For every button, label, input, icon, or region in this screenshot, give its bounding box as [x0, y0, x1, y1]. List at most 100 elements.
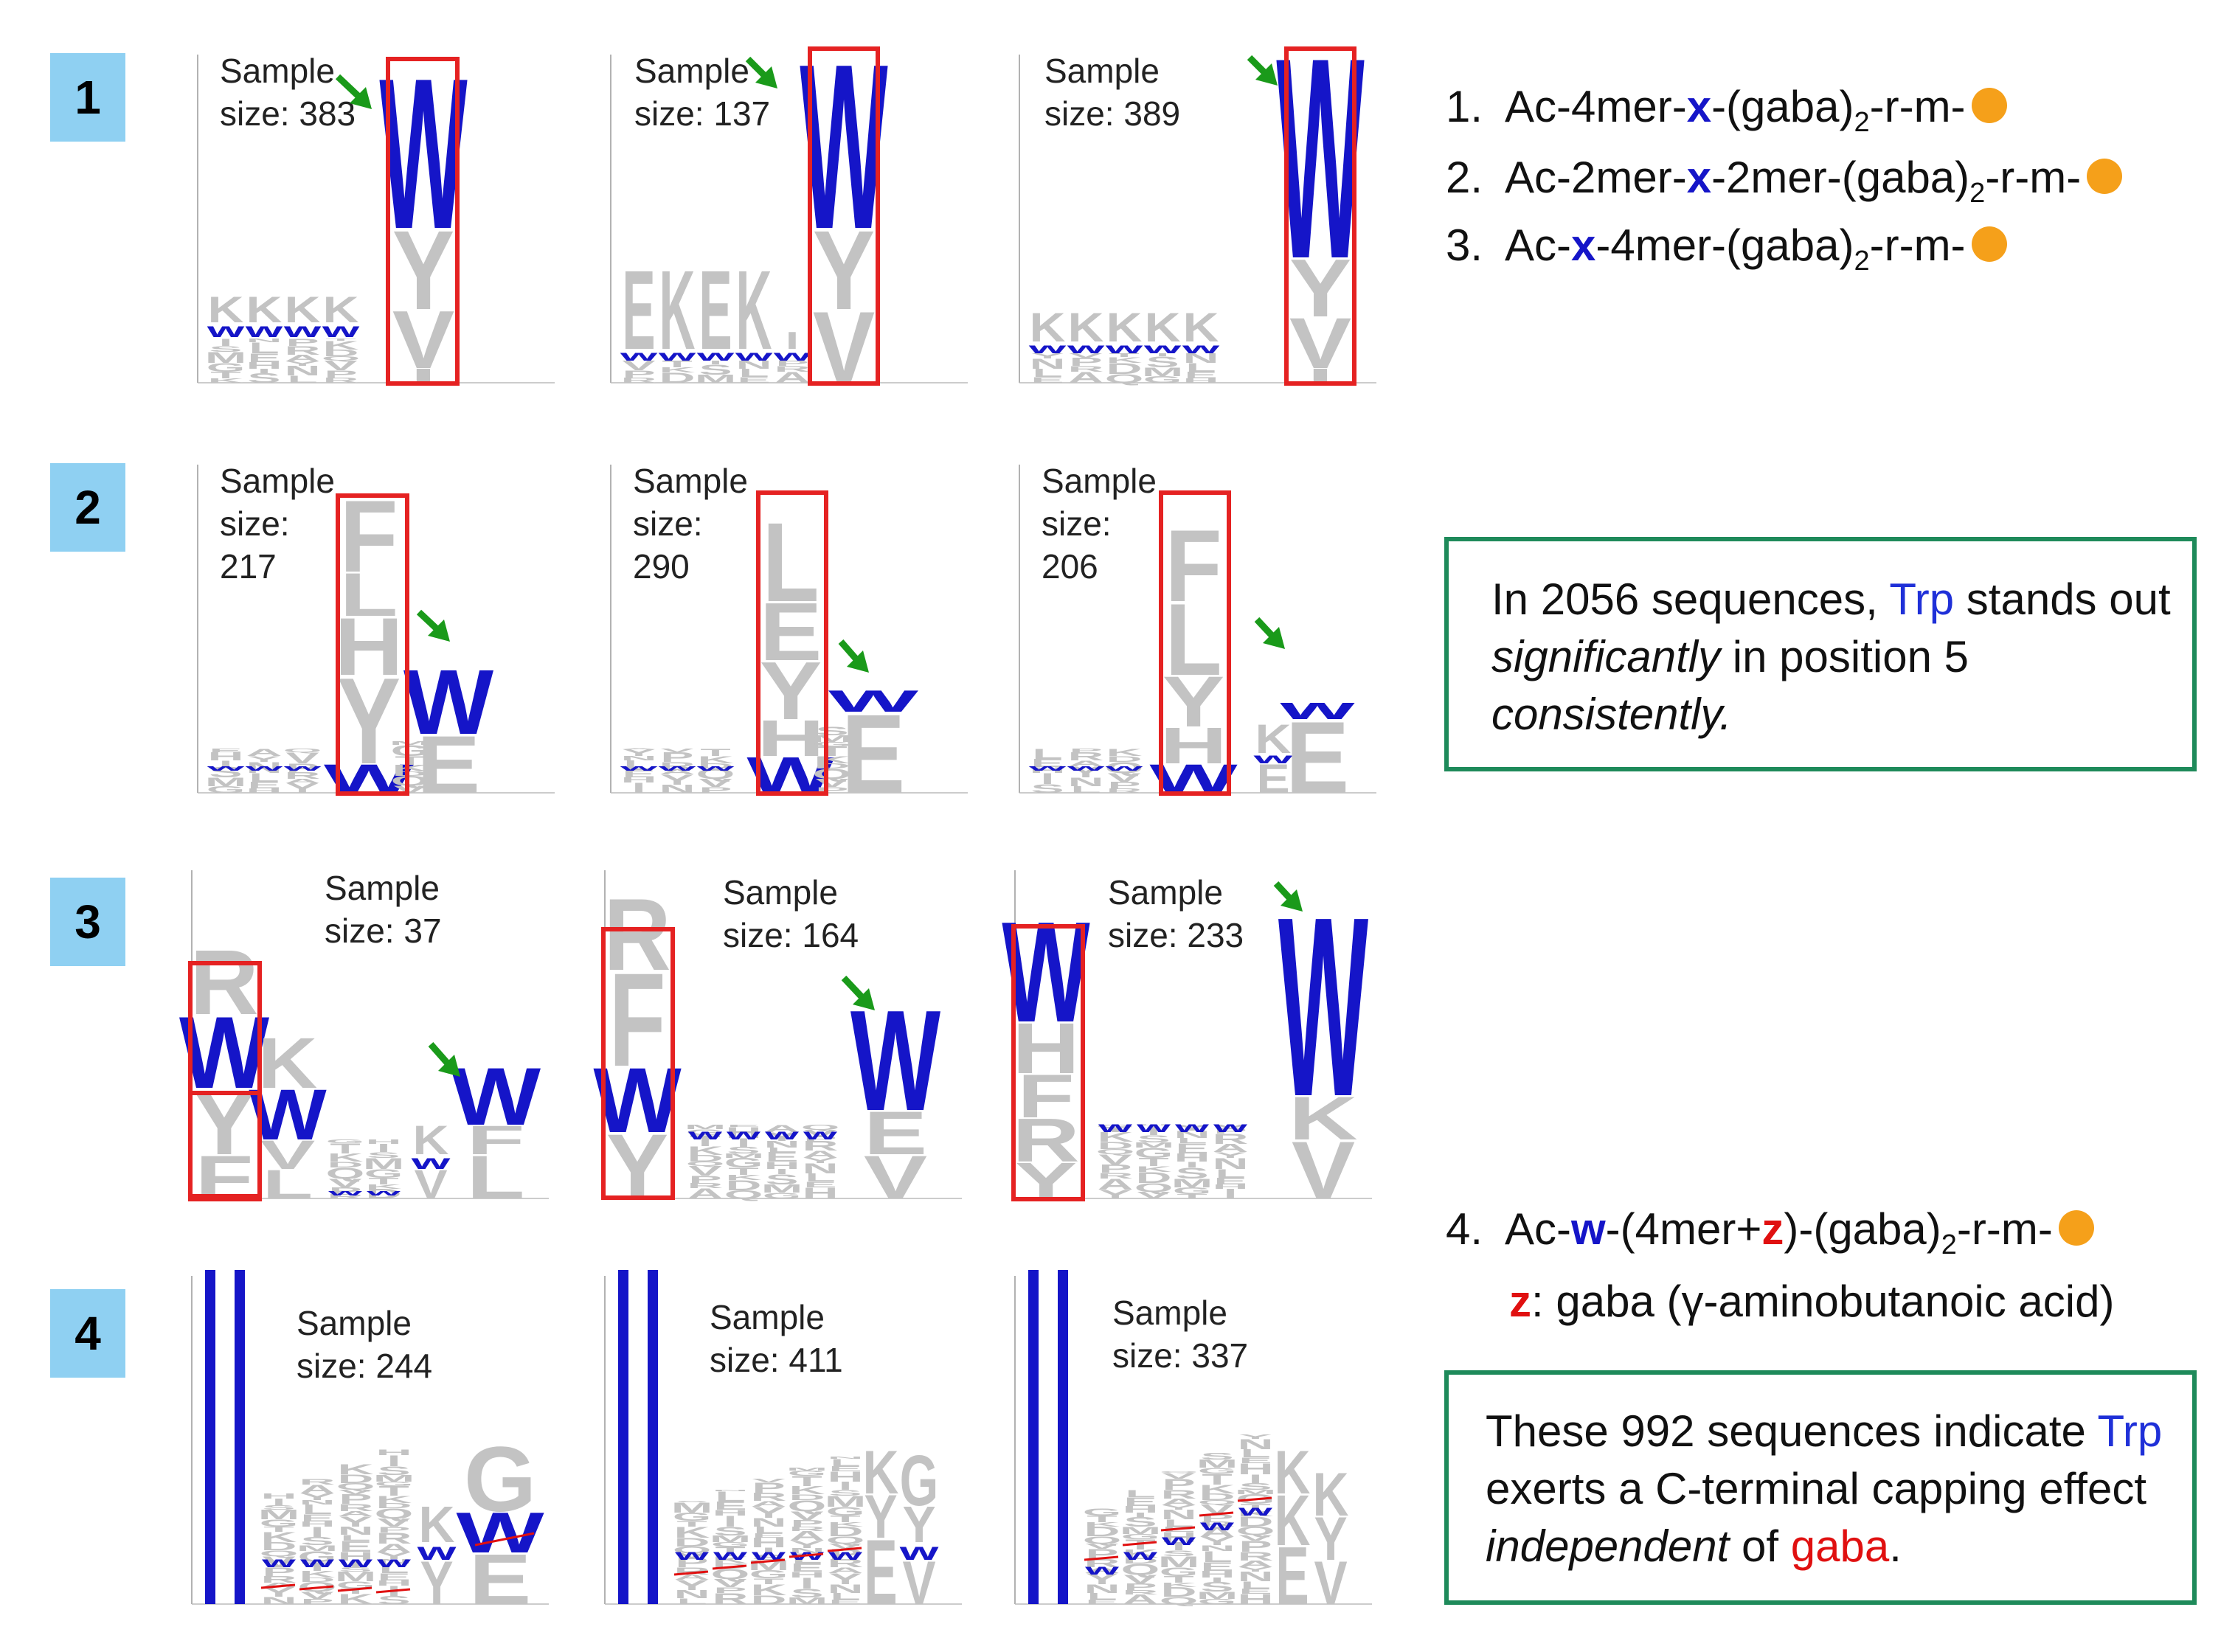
logo-letter: P [377, 1525, 410, 1534]
logo-letter: V [1085, 1542, 1118, 1550]
logo-letter: A [828, 1566, 864, 1575]
logo-letter: K [1030, 305, 1066, 351]
logo-letter: S [828, 1488, 862, 1497]
logo-letter: T [728, 1166, 759, 1177]
formula-4: 4. Ac-w-(4mer+z)-(gaba)2-r-m- [1446, 1204, 2094, 1261]
logo-letter: E [864, 1099, 927, 1167]
logo-letter: w [1181, 341, 1220, 357]
highlight-box [386, 57, 460, 386]
logo-letter: K [323, 339, 359, 353]
logo-letter: Q [1236, 1525, 1275, 1538]
sample-size: size: 37 [325, 912, 442, 950]
logo-letter: D [814, 762, 850, 770]
logo-letter: A [299, 1482, 336, 1496]
note-emphasis: independent [1486, 1521, 1730, 1571]
logo-letter: S [300, 1535, 333, 1548]
logo-letter: H [803, 1184, 839, 1201]
logo-letter: F [466, 1117, 524, 1163]
logo-letter: V [392, 294, 454, 386]
logo-letter: N [803, 1160, 839, 1176]
logo-letter: w [207, 319, 245, 341]
logo-letter: D [328, 1160, 364, 1169]
bead-icon [2058, 1210, 2094, 1246]
red-line [474, 1532, 535, 1547]
logo-letter: I [1156, 353, 1170, 357]
sample-label: Sample [1044, 52, 1160, 90]
logo-letter: D [1161, 1585, 1197, 1600]
logo-letter: L [1032, 746, 1062, 762]
logo-letter: D [751, 1593, 787, 1607]
logo-letter: K [1183, 305, 1219, 351]
formula-text: Ac- [1505, 1204, 1571, 1254]
sample-size: size: 383 [220, 94, 356, 133]
logo-letter: w [1199, 1518, 1235, 1534]
sample-label: Sample [633, 462, 748, 500]
logo-letter: T [330, 1140, 360, 1156]
logo-letter: w [772, 348, 811, 364]
logo-letter: D [392, 771, 429, 777]
logo-letter: K [1106, 747, 1143, 758]
logo-letter: M [258, 1507, 299, 1522]
z-definition: z: gaba (γ-aminobutanoic acid) [1509, 1276, 2114, 1327]
logo-letter: G [260, 1518, 299, 1529]
logo-letter: H [376, 1579, 412, 1587]
logo-letter: R [1068, 751, 1104, 763]
logo-letter: Y [1213, 1150, 1247, 1159]
red-line [1199, 1511, 1234, 1517]
formula-text: -(4mer+ [1605, 1204, 1762, 1254]
logo-svg: ELNYARPVQDKTGwARPVQDKTGMSIHELwQDKTGMSIHE… [1014, 1270, 1372, 1622]
logo-letter: R [285, 344, 321, 358]
logo-letter: E [622, 248, 655, 374]
logo-letter: K [299, 1569, 336, 1580]
logo-letter: K [338, 1591, 374, 1607]
note-emphasis: significantly [1491, 632, 1721, 681]
logo-letter: Y [1238, 1566, 1272, 1573]
logo-letter: V [1238, 1533, 1272, 1542]
logo-letter: Y [1069, 763, 1102, 780]
logo-letter: D [299, 1577, 336, 1583]
logo-letter: Y [1030, 352, 1064, 360]
logo-letter: W [451, 1051, 541, 1142]
logo-letter: G [813, 741, 852, 748]
logo-letter: w [366, 1188, 401, 1197]
logo-letter: S [1175, 1165, 1208, 1181]
logo-letter: H [1174, 1152, 1210, 1165]
row-label-4: 4 [50, 1289, 125, 1378]
logo-letter: P [328, 1186, 361, 1196]
logo-letter: Y [760, 645, 822, 737]
logo-letter: w [1123, 1547, 1158, 1564]
logo-letter: M [1196, 1458, 1238, 1471]
logo-letter: E [377, 1572, 410, 1583]
logo-letter: V [1162, 1471, 1195, 1480]
logo-letter: I [257, 368, 271, 375]
logo-letter: E [339, 1538, 372, 1555]
bead-icon [1971, 88, 2007, 124]
logo-letter: K [1106, 355, 1143, 364]
logo-letter: Q [1198, 1499, 1237, 1506]
logo-letter: D [1084, 1524, 1120, 1539]
sample-label: Sample [220, 52, 335, 90]
logo-letter: K [1275, 1480, 1311, 1561]
logo-letter: w [619, 763, 658, 772]
variable-z: z [1509, 1277, 1531, 1326]
logo-letter: H [338, 1549, 374, 1564]
logo-letter: w [713, 1547, 748, 1564]
formula-text: -r-m- [1985, 153, 2082, 202]
logo-letter: N [659, 783, 696, 796]
logo-letter: Q [1134, 1181, 1174, 1195]
red-line [1237, 1496, 1272, 1502]
logo-letter: A [285, 778, 321, 785]
logo-letter: Y [1314, 1504, 1347, 1573]
logo-letter: R [261, 1575, 297, 1585]
logo-letter: E [1175, 1140, 1208, 1156]
logo-letter: I [632, 780, 646, 796]
logo-letter: S [377, 1594, 410, 1607]
logo-letter: E [247, 780, 280, 791]
logo-letter: V [260, 1132, 316, 1178]
logo-letter: H [1238, 1591, 1274, 1607]
logo-letter: V [285, 749, 319, 766]
logo-letter: G [364, 1167, 403, 1181]
logo-letter: D [674, 1535, 710, 1549]
